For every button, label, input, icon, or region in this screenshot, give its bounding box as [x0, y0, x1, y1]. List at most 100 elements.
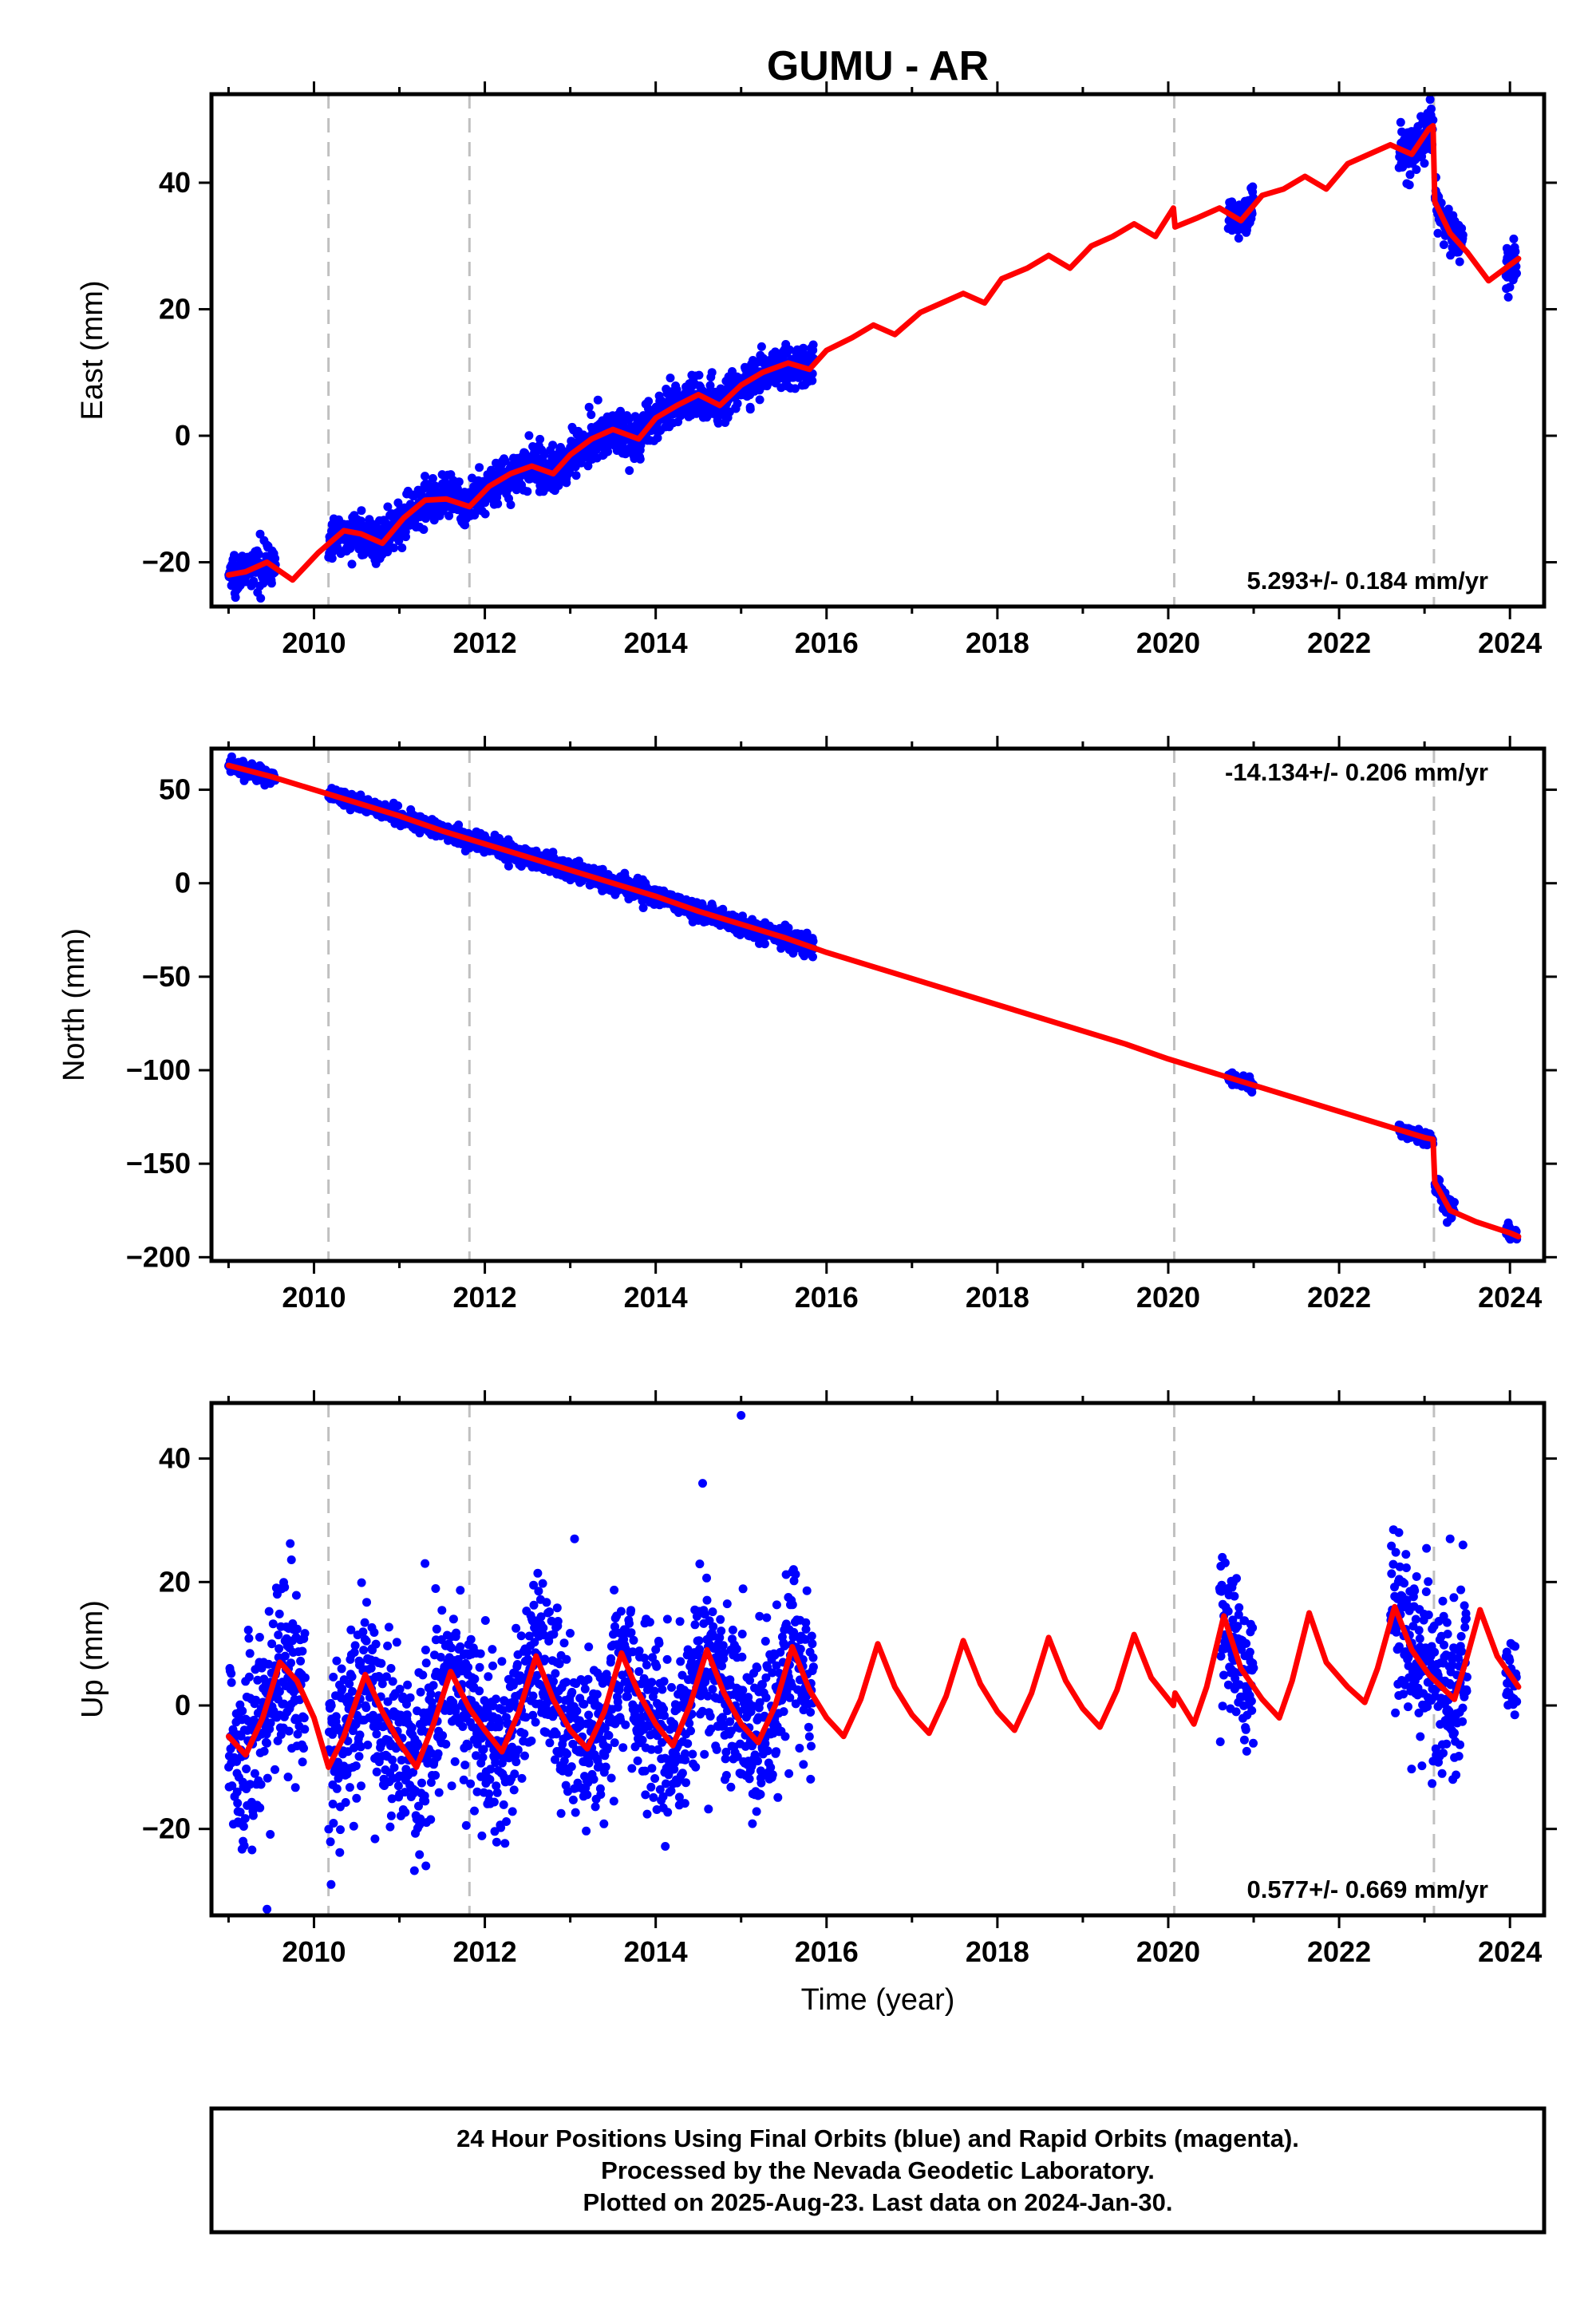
data-point	[331, 1712, 341, 1721]
data-point	[421, 472, 429, 481]
data-point	[548, 1712, 558, 1721]
data-point	[238, 1706, 247, 1716]
data-point	[1503, 292, 1513, 302]
data-point	[551, 1729, 561, 1739]
data-point	[350, 1641, 360, 1650]
data-point	[540, 1654, 550, 1664]
data-point	[584, 1642, 594, 1652]
data-point	[350, 1647, 359, 1657]
data-point	[385, 1822, 395, 1832]
data-point	[401, 1788, 409, 1797]
data-point	[432, 1624, 441, 1634]
data-point	[401, 532, 410, 542]
data-point	[458, 1722, 468, 1731]
data-point	[448, 1614, 458, 1624]
data-point	[808, 936, 818, 946]
data-point	[266, 1830, 275, 1839]
data-point	[808, 376, 817, 385]
y-tick-label: 0	[175, 867, 191, 899]
data-point	[239, 1841, 249, 1851]
data-point	[293, 1729, 302, 1739]
data-point	[718, 904, 728, 914]
data-point	[454, 477, 464, 487]
data-point	[784, 345, 794, 354]
data-point	[707, 368, 717, 377]
data-point	[1455, 257, 1464, 267]
data-point	[603, 447, 613, 456]
data-point	[418, 1670, 428, 1680]
data-point	[571, 471, 581, 480]
panel-2: 2010 2012 2014 2016 2018 2020 2022 2024−200−150…	[57, 736, 1557, 1314]
data-point	[461, 1820, 471, 1830]
data-point	[389, 543, 399, 552]
data-point	[598, 864, 607, 874]
data-point	[345, 1783, 354, 1792]
data-point	[486, 1765, 496, 1774]
data-point	[799, 343, 808, 353]
data-point	[1425, 95, 1435, 105]
data-point	[480, 1696, 489, 1705]
data-point	[358, 1627, 368, 1637]
data-point	[694, 370, 704, 380]
data-point	[419, 525, 429, 534]
y-tick-label: −200	[126, 1240, 191, 1273]
data-point	[264, 1607, 274, 1616]
data-point	[484, 1789, 494, 1799]
x-tick-label: 2014	[624, 626, 688, 659]
rate-annotation: 5.293+/- 0.184 mm/yr	[1247, 567, 1488, 595]
data-point	[456, 1642, 465, 1651]
data-point	[324, 1824, 334, 1834]
data-point	[757, 342, 766, 351]
data-point	[383, 1697, 393, 1706]
data-point	[528, 1691, 538, 1701]
model-curve	[225, 123, 1522, 583]
data-point	[383, 1641, 393, 1650]
data-point	[478, 1753, 488, 1762]
data-point	[492, 1788, 502, 1797]
data-point	[534, 1587, 543, 1596]
data-point	[527, 1736, 536, 1745]
data-point	[259, 1674, 269, 1684]
data-point	[533, 1568, 543, 1578]
y-tick-label: 40	[159, 166, 191, 199]
data-point	[530, 1638, 539, 1647]
data-point	[456, 1586, 465, 1595]
data-point	[326, 1837, 335, 1847]
data-point	[472, 1751, 480, 1761]
data-point	[552, 1603, 562, 1613]
data-point	[409, 1768, 418, 1777]
data-point	[351, 1761, 361, 1771]
data-point	[436, 1653, 445, 1662]
data-point	[529, 1580, 539, 1590]
data-point	[638, 903, 648, 912]
data-point	[567, 1687, 577, 1697]
data-point	[464, 1662, 473, 1672]
data-point	[572, 1706, 582, 1716]
data-point	[259, 1746, 269, 1756]
data-point	[335, 1848, 345, 1857]
data-point	[593, 395, 602, 405]
data-point	[245, 1649, 255, 1658]
data-point	[547, 1616, 556, 1626]
data-point	[571, 1808, 580, 1817]
data-point	[562, 1678, 571, 1687]
data-point	[582, 1826, 591, 1836]
data-point	[298, 1757, 307, 1767]
data-point	[360, 1618, 369, 1627]
data-point	[426, 1778, 436, 1787]
data-point	[520, 1751, 529, 1761]
data-point	[283, 1773, 293, 1782]
data-point	[493, 499, 503, 508]
data-point	[475, 1662, 484, 1672]
data-point	[372, 1767, 381, 1777]
data-point	[383, 502, 393, 512]
data-point	[583, 461, 593, 471]
data-point	[329, 1819, 338, 1828]
data-point	[370, 1834, 380, 1844]
y-tick-label: 50	[159, 773, 191, 806]
data-point	[267, 579, 276, 588]
x-tick-label: 2016	[795, 626, 859, 659]
plot-frame	[209, 92, 1547, 609]
data-point	[495, 1717, 504, 1727]
data-point	[480, 1616, 490, 1625]
